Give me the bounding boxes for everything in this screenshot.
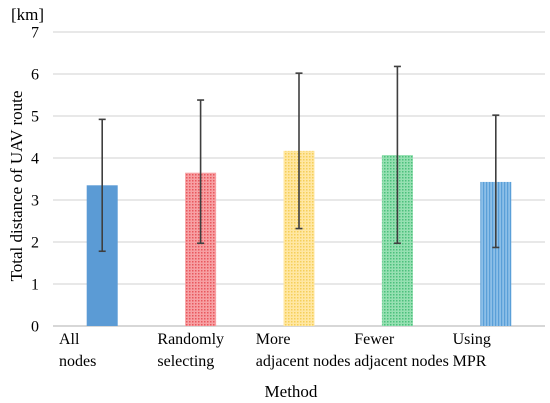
x-axis-title: Method — [265, 382, 318, 401]
x-category-label: All nodes — [59, 331, 96, 370]
x-category-label-line: nodes — [59, 353, 96, 370]
x-category-label-line: More — [256, 331, 291, 348]
x-category-label-line: Using — [453, 331, 491, 348]
error-bars — [98, 65, 500, 253]
x-category-label-line: Fewer — [354, 331, 395, 348]
x-category-label-line: selecting — [157, 353, 214, 370]
error-bar — [295, 72, 303, 230]
x-category-label-line: MPR — [453, 353, 487, 370]
x-category-label-line: adjacent nodes — [256, 353, 351, 370]
x-category-label: More adjacent nodes — [256, 331, 351, 370]
y-tick-label: 4 — [31, 151, 39, 168]
y-tick-label: 7 — [31, 25, 39, 42]
y-tick-label: 3 — [31, 193, 39, 210]
error-bar — [197, 99, 205, 245]
bars — [86, 150, 512, 326]
error-bar — [393, 65, 401, 245]
error-bar — [98, 118, 106, 253]
y-tick-label: 5 — [31, 109, 39, 126]
x-category-label: Using MPR — [453, 331, 491, 370]
x-axis-category-labels: All nodes Randomly selecting More adjacent no… — [59, 331, 491, 370]
x-category-label-line: All — [59, 331, 80, 348]
y-axis-title: Total distance of UAV route — [7, 91, 26, 282]
x-category-label-line: Randomly — [157, 331, 224, 348]
x-category-label-line: adjacent nodes — [354, 353, 449, 370]
x-category-label: Randomly selecting — [157, 331, 224, 370]
y-axis-tick-labels: 0 1 2 3 4 5 6 7 — [31, 25, 39, 336]
y-tick-label: 1 — [31, 277, 39, 294]
y-tick-label: 0 — [31, 319, 39, 336]
unit-label: [km] — [11, 5, 44, 24]
x-category-label: Fewer adjacent nodes — [354, 331, 449, 370]
y-tick-label: 2 — [31, 235, 39, 252]
y-tick-label: 6 — [31, 67, 39, 84]
error-bar — [492, 114, 500, 249]
